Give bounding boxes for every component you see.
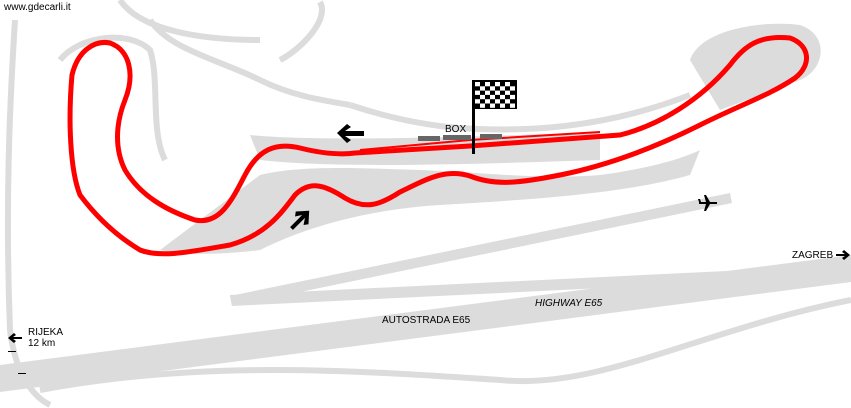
airplane-icon (698, 195, 717, 211)
flag-square (495, 90, 500, 95)
flag-square (495, 82, 500, 87)
highway-band-upper (230, 265, 851, 306)
flag-square (485, 90, 490, 95)
infield-area (160, 150, 700, 254)
highway-band (0, 255, 851, 392)
flag-square (500, 86, 505, 91)
flag-square (490, 103, 495, 108)
flag-square (505, 99, 510, 104)
flag-square (480, 94, 485, 100)
flag-square (475, 90, 480, 95)
zagreb-label: ZAGREB (792, 250, 834, 261)
flag-square (475, 82, 480, 87)
checkered-flag-icon (472, 80, 517, 154)
autostrada-label: AUTOSTRADA E65 (382, 315, 471, 326)
flag-square (490, 94, 495, 100)
arrow-left-icon (8, 333, 22, 343)
airport-runway (230, 193, 732, 306)
direction-arrow-left-icon (337, 124, 364, 143)
rijeka-label: RIJEKA (28, 327, 64, 338)
flag-square (510, 103, 515, 108)
box-label: BOX (445, 124, 467, 135)
flag-square (490, 86, 495, 91)
flag-square (485, 99, 490, 104)
arrow-right-icon (836, 250, 850, 260)
pit-buildings (418, 134, 502, 141)
flag-square (495, 99, 500, 104)
direction-arrow-up-right-icon (290, 210, 310, 230)
flag-square (500, 103, 505, 108)
highway-label: HIGHWAY E65 (535, 298, 603, 309)
flag-square (485, 82, 490, 87)
flag-square (480, 86, 485, 91)
service-roads (4, 0, 851, 408)
flag-square (480, 103, 485, 108)
flag-square (505, 82, 510, 87)
terrain (0, 23, 851, 392)
flag-square (505, 90, 510, 95)
flag-square (475, 99, 480, 104)
credit-text: www.gdecarli.it (4, 2, 71, 13)
race-track (67, 34, 809, 257)
hairpin-area (690, 23, 821, 110)
road-marks (8, 351, 26, 374)
flag-square (510, 86, 515, 91)
flag-square (500, 94, 505, 100)
flag-square (510, 94, 515, 100)
rijeka-distance-label: 12 km (28, 338, 56, 349)
